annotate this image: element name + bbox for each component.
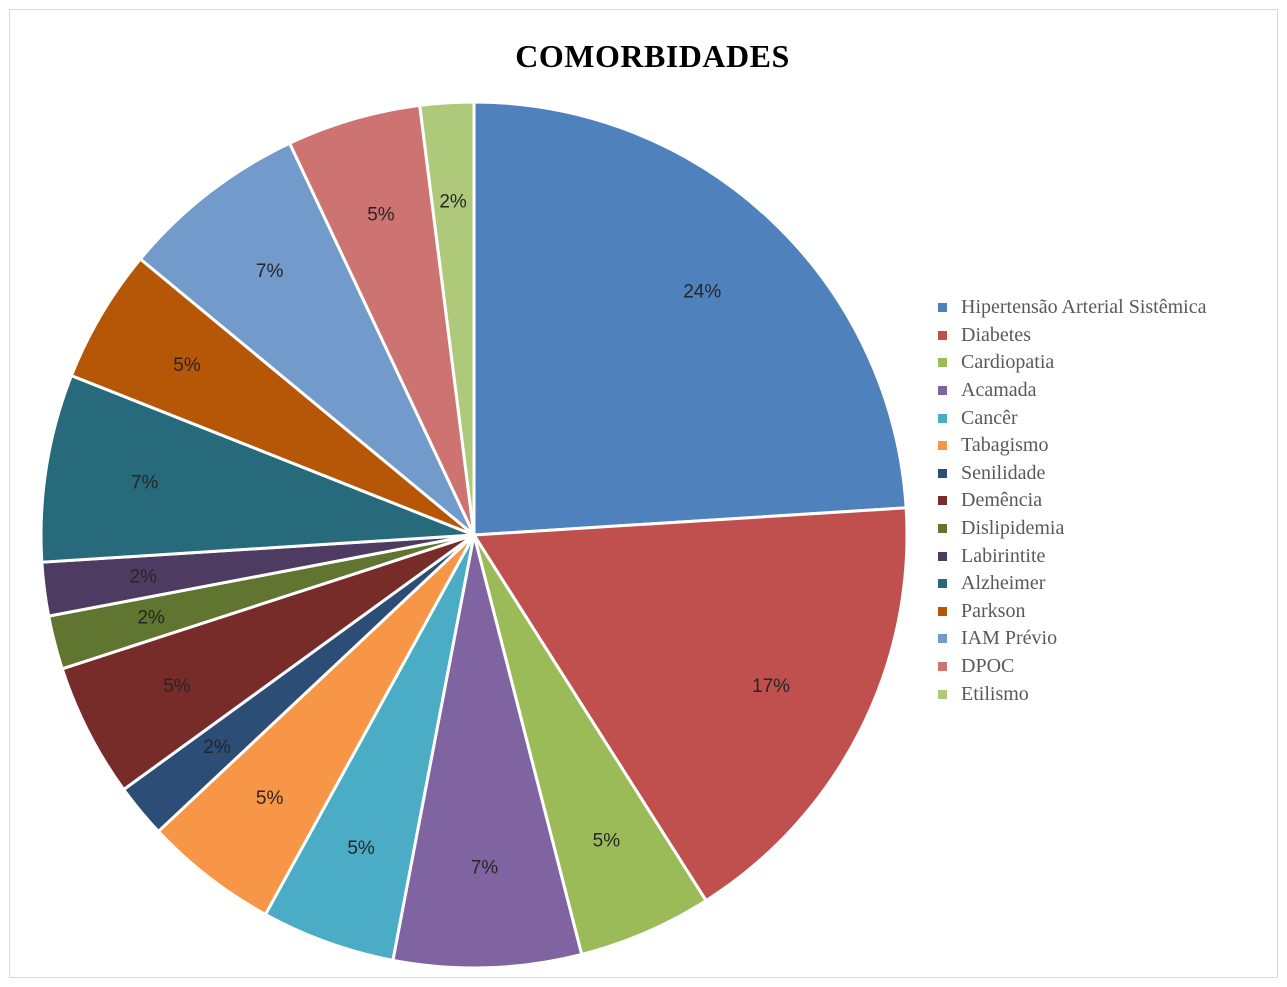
data-label-dislipidemia: 2% bbox=[137, 607, 165, 628]
data-label-cardiopatia: 5% bbox=[593, 830, 621, 851]
pie-slice-diabetes bbox=[471, 506, 909, 903]
legend-item-demencia: Demência bbox=[938, 487, 1278, 515]
data-label-dpoc: 5% bbox=[367, 204, 395, 225]
legend-swatch bbox=[938, 606, 947, 616]
legend-label: Alzheimer bbox=[961, 572, 1046, 595]
legend-swatch bbox=[938, 441, 947, 451]
legend-label: Labirintite bbox=[961, 544, 1046, 567]
legend-swatch bbox=[938, 634, 947, 644]
legend-item-alzheimer: Alzheimer bbox=[938, 570, 1278, 598]
legend-swatch bbox=[938, 358, 947, 368]
pie-slice-etilismo bbox=[418, 100, 476, 536]
legend-label: Senilidade bbox=[961, 461, 1046, 484]
legend-item-acamada: Acamada bbox=[938, 377, 1278, 405]
legend-item-cancer: Cancêr bbox=[938, 404, 1278, 432]
legend-item-hipertensao-arterial-sistemica: Hipertensão Arterial Sistêmica bbox=[938, 294, 1278, 322]
legend-swatch bbox=[938, 579, 947, 589]
legend-label: DPOC bbox=[961, 655, 1015, 678]
data-label-tabagismo: 5% bbox=[256, 788, 284, 809]
legend-item-tabagismo: Tabagismo bbox=[938, 432, 1278, 460]
pie-slice-acamada bbox=[391, 534, 584, 970]
legend-label: Parkson bbox=[961, 599, 1026, 622]
data-label-hipertensao-arterial-sistemica: 24% bbox=[683, 281, 721, 302]
legend-item-parkson: Parkson bbox=[938, 598, 1278, 626]
data-label-diabetes: 17% bbox=[752, 676, 790, 697]
legend-swatch bbox=[938, 413, 947, 423]
data-label-iam-previo: 7% bbox=[256, 261, 284, 282]
chart-title: COMORBIDADES bbox=[515, 38, 790, 74]
legend-label: Etilismo bbox=[961, 682, 1029, 705]
legend-item-cardiopatia: Cardiopatia bbox=[938, 349, 1278, 377]
legend-label: Acamada bbox=[961, 379, 1037, 402]
legend-swatch bbox=[938, 303, 947, 313]
legend-item-iam-previo: IAM Prévio bbox=[938, 625, 1278, 653]
data-label-cancer: 5% bbox=[347, 838, 375, 859]
legend-item-diabetes: Diabetes bbox=[938, 322, 1278, 350]
legend-label: Cardiopatia bbox=[961, 351, 1055, 374]
pie-slices bbox=[39, 100, 909, 970]
legend-swatch bbox=[938, 689, 947, 699]
legend-item-etilismo: Etilismo bbox=[938, 680, 1278, 708]
legend-item-labirintite: Labirintite bbox=[938, 542, 1278, 570]
legend-item-dislipidemia: Dislipidemia bbox=[938, 515, 1278, 543]
data-label-demencia: 5% bbox=[163, 676, 191, 697]
data-label-labirintite: 2% bbox=[129, 566, 157, 587]
pie-slice-hipertensao-arterial-sistemica bbox=[472, 100, 908, 537]
data-label-etilismo: 2% bbox=[439, 192, 467, 213]
pie-slice-alzheimer bbox=[39, 373, 475, 564]
legend-swatch bbox=[938, 386, 947, 396]
legend-item-senilidade: Senilidade bbox=[938, 460, 1278, 488]
chart-legend: Hipertensão Arterial Sistêmica Diabetes Ca… bbox=[938, 294, 1278, 708]
legend-swatch bbox=[938, 496, 947, 506]
pie-data-labels: 24% 17% 5% 7% 5% 5% 2% 5% 2% 2% 7% 5% 7% 5% 2% bbox=[129, 192, 790, 879]
legend-label: Tabagismo bbox=[961, 434, 1049, 457]
legend-label: Demência bbox=[961, 489, 1043, 512]
data-label-alzheimer: 7% bbox=[131, 472, 159, 493]
legend-label: IAM Prévio bbox=[961, 627, 1058, 650]
legend-label: Cancêr bbox=[961, 406, 1018, 429]
legend-swatch bbox=[938, 662, 947, 672]
legend-swatch bbox=[938, 551, 947, 561]
legend-swatch bbox=[938, 468, 947, 478]
legend-label: Diabetes bbox=[961, 323, 1031, 346]
legend-item-dpoc: DPOC bbox=[938, 653, 1278, 681]
pie-slice-iam-previo bbox=[138, 141, 476, 537]
data-label-acamada: 7% bbox=[471, 858, 499, 879]
legend-label: Dislipidemia bbox=[961, 517, 1065, 540]
legend-swatch bbox=[938, 524, 947, 534]
legend-label: Hipertensão Arterial Sistêmica bbox=[961, 296, 1207, 319]
legend-swatch bbox=[938, 330, 947, 340]
data-label-parkson: 5% bbox=[173, 355, 201, 376]
data-label-senilidade: 2% bbox=[203, 737, 231, 758]
